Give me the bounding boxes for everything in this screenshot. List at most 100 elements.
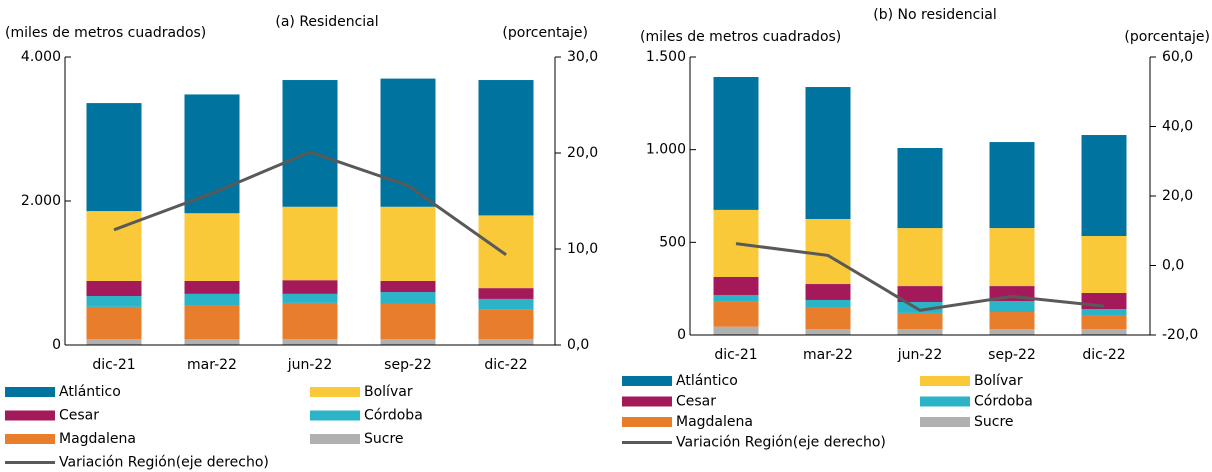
bar-segment	[805, 284, 851, 300]
x-tick-label: jun-22	[897, 347, 943, 363]
bar-segment	[380, 78, 436, 207]
bar-segment	[805, 87, 851, 219]
bar-segment	[282, 293, 338, 303]
y2-axis-label: (porcentaje)	[502, 25, 588, 41]
bar-segment	[897, 312, 943, 330]
x-tick-label: mar-22	[187, 357, 237, 373]
bar-segment	[86, 339, 142, 345]
line-series	[113, 150, 507, 256]
bar-segment	[478, 80, 534, 216]
y-tick-label: 1.000	[646, 142, 686, 158]
legend-swatch	[622, 417, 672, 427]
bar-segment	[86, 280, 142, 297]
y-axis-label: (miles de metros cuadrados)	[640, 29, 841, 45]
bar-segment	[897, 147, 943, 229]
bar-segment	[478, 298, 534, 310]
bar-segment	[713, 209, 759, 277]
y2-tick-label: -20,0	[1162, 327, 1198, 343]
bar-segment	[380, 339, 436, 345]
y2-tick-label: 30,0	[567, 49, 598, 65]
y2-tick-label: 10,0	[567, 241, 598, 257]
legend-swatch	[5, 387, 55, 397]
bar-segment	[86, 103, 142, 212]
y-tick-label: 0	[677, 327, 686, 343]
legend-label: Atlántico	[59, 384, 121, 400]
legend-label: Cesar	[59, 408, 99, 424]
bar-segment	[805, 218, 851, 285]
legend-label: Córdoba	[364, 408, 423, 424]
bar-segment	[380, 292, 436, 304]
legend-label: Variación Región(eje derecho)	[676, 435, 886, 451]
legend-swatch	[920, 396, 970, 407]
bar-segment	[184, 305, 240, 340]
bar-segment	[478, 339, 534, 345]
legend-label: Córdoba	[974, 394, 1033, 410]
bar-segment	[713, 301, 759, 327]
bar-segment	[897, 329, 943, 335]
x-tick-label: dic-22	[484, 357, 527, 373]
bar-segment	[282, 302, 338, 340]
line-series	[735, 242, 1105, 312]
bar-segment	[282, 280, 338, 294]
y-axis-label: (miles de metros cuadrados)	[5, 25, 206, 41]
legend-label: Bolívar	[364, 384, 413, 400]
y-tick-label: 500	[659, 234, 686, 250]
bar-segment	[713, 77, 759, 210]
bar-segment	[805, 329, 851, 335]
legend-label: Bolívar	[974, 373, 1023, 389]
y2-tick-label: 40,0	[1162, 119, 1193, 135]
y-tick-label: 0	[52, 337, 61, 353]
bar-segment	[989, 329, 1035, 335]
bar-segment	[184, 213, 240, 281]
bar-segment	[713, 326, 759, 335]
x-tick-label: jun-22	[287, 357, 333, 373]
legend-label: Magdalena	[59, 431, 136, 447]
legend-label: Variación Región(eje derecho)	[59, 455, 269, 471]
bar-segment	[897, 302, 943, 313]
chart-title: (a) Residencial	[275, 14, 378, 30]
x-tick-label: sep-22	[988, 347, 1036, 363]
bar-segment	[86, 306, 142, 340]
bar-segment	[282, 339, 338, 345]
y-tick-label: 2.000	[21, 193, 61, 209]
legend-swatch	[622, 376, 672, 386]
bar-segment	[184, 280, 240, 294]
chart-title: (b) No residencial	[873, 7, 996, 23]
y2-axis-label: (porcentaje)	[1124, 29, 1210, 45]
legend-swatch	[920, 417, 970, 427]
bar-segment	[989, 228, 1035, 287]
legend-label: Sucre	[364, 431, 404, 447]
bar-segment	[713, 276, 759, 295]
y2-tick-label: 0,0	[567, 337, 589, 353]
y2-tick-label: 20,0	[1162, 188, 1193, 204]
legend-swatch	[5, 434, 55, 444]
bar-segment	[897, 228, 943, 287]
x-tick-label: dic-22	[1082, 347, 1125, 363]
bar-segment	[282, 80, 338, 207]
bar-segment	[1081, 135, 1127, 237]
bar-segment	[1081, 315, 1127, 330]
bar-segment	[1081, 329, 1127, 335]
bar-segment	[989, 312, 1035, 330]
bar-segment	[478, 309, 534, 340]
bar-segment	[897, 286, 943, 303]
bar-segment	[184, 339, 240, 345]
legend-label: Magdalena	[676, 414, 753, 430]
bar-segment	[1081, 309, 1127, 316]
y2-tick-label: 60,0	[1162, 49, 1193, 65]
bar-segment	[184, 293, 240, 306]
bar-segment	[1081, 292, 1127, 310]
x-tick-label: sep-22	[384, 357, 432, 373]
legend-swatch	[5, 410, 55, 421]
bar-segment	[805, 307, 851, 330]
bar-segment	[380, 280, 436, 293]
bar-segment	[86, 296, 142, 307]
bar-segment	[478, 288, 534, 299]
y-tick-label: 1.500	[646, 49, 686, 65]
legend-label: Cesar	[676, 394, 716, 410]
bar-segment	[713, 294, 759, 302]
bar-segment	[184, 94, 240, 214]
y2-tick-label: 20,0	[567, 145, 598, 161]
bar-segment	[989, 142, 1035, 229]
